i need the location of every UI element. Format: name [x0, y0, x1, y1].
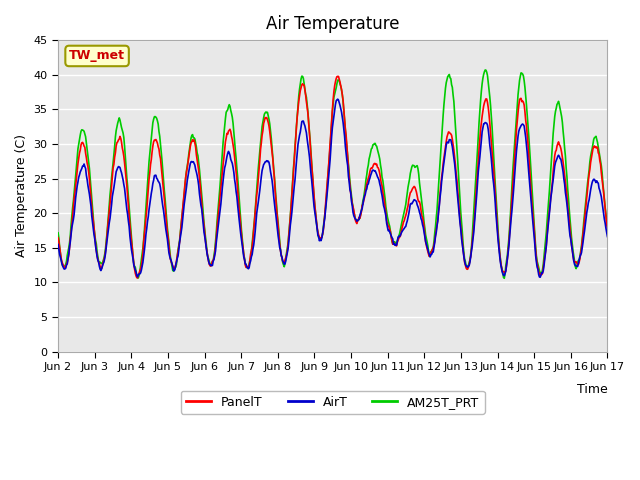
Text: Time: Time: [577, 383, 607, 396]
Title: Air Temperature: Air Temperature: [266, 15, 399, 33]
Y-axis label: Air Temperature (C): Air Temperature (C): [15, 134, 28, 257]
Legend: PanelT, AirT, AM25T_PRT: PanelT, AirT, AM25T_PRT: [181, 391, 484, 414]
Text: TW_met: TW_met: [69, 49, 125, 62]
